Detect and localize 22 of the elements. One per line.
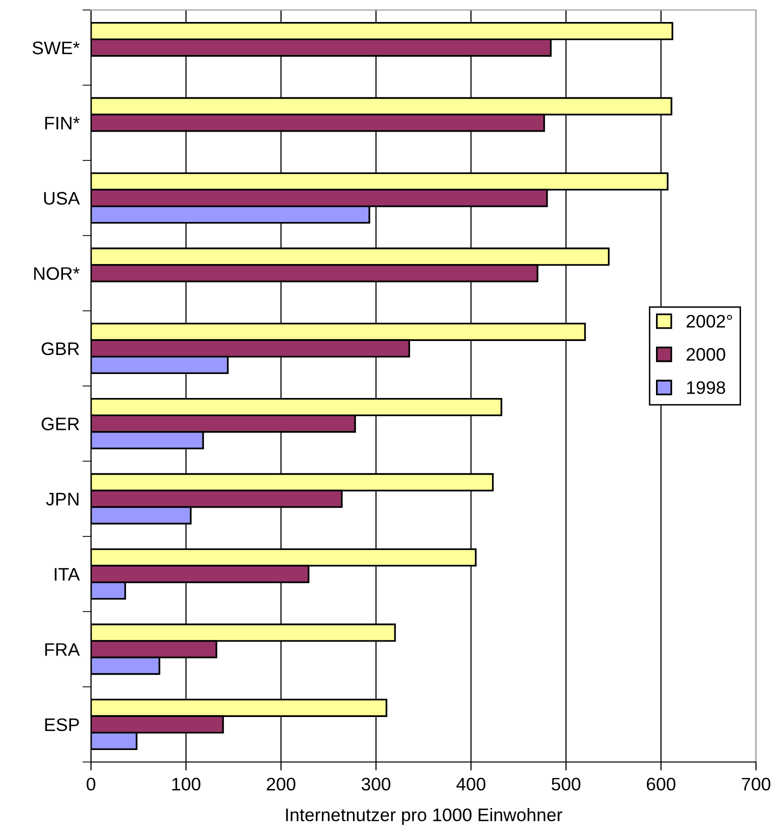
x-tick-label: 0	[86, 778, 96, 791]
y-tick-label: GBR	[42, 342, 80, 356]
x-tick-label: 200	[266, 778, 296, 791]
y-tick-label: ITA	[54, 568, 80, 581]
y-tick-label: FRA	[45, 643, 80, 656]
y-tick-label: NOR*	[34, 267, 80, 280]
x-tick-label: 600	[646, 778, 676, 791]
legend-label: 2002°	[686, 314, 732, 328]
y-tick-label: USA	[44, 192, 80, 205]
x-axis-title: Internetnutzer pro 1000 Einwohner	[286, 808, 562, 825]
legend-label: 1998	[687, 381, 726, 394]
x-tick-label: 700	[742, 778, 770, 791]
x-tick-label: 300	[362, 778, 390, 791]
y-tick-label: SWE*	[32, 42, 80, 54]
x-tick-label: 100	[172, 778, 200, 791]
y-tick-label: GER	[42, 418, 80, 430]
y-tick-label: JPN	[46, 492, 78, 506]
y-tick-label: FIN*	[45, 116, 80, 130]
legend-label: 2000	[686, 348, 726, 361]
y-tick-label: ESP	[45, 718, 79, 732]
x-tick-label: 500	[552, 778, 580, 791]
x-tick-label: 400	[456, 778, 486, 791]
